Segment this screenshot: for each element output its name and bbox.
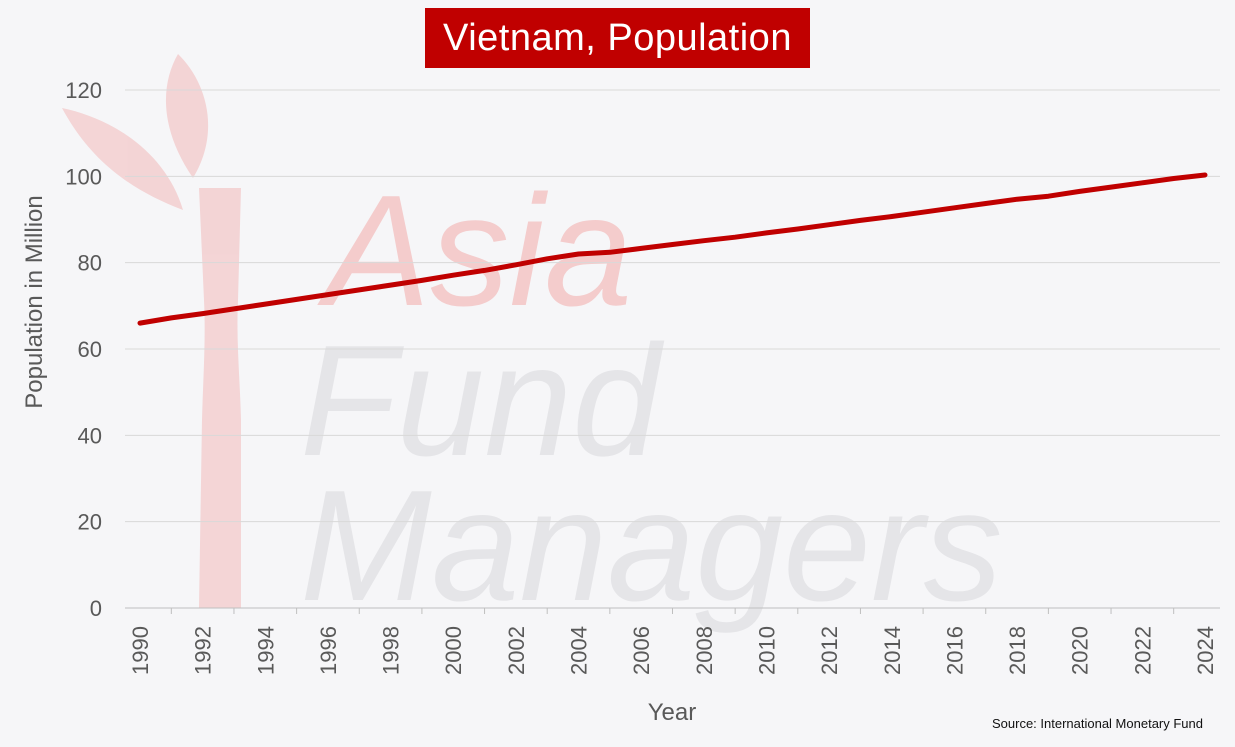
x-tick-label: 1990	[128, 626, 153, 675]
y-tick-label: 0	[90, 596, 102, 621]
x-tick-label: 2008	[692, 626, 717, 675]
x-axis-ticks: 1990 1992 1994 1996 1998 2000 2002 2004 2006 2008…	[128, 626, 1218, 675]
watermark-word-asia: Asia	[317, 163, 632, 339]
y-tick-label: 120	[65, 78, 102, 103]
x-axis	[125, 607, 1220, 614]
chart-title: Vietnam, Population	[425, 8, 810, 68]
watermark-word-fund: Fund	[300, 313, 665, 489]
y-axis-ticks: 0 20 40 60 80 100 120	[65, 78, 102, 621]
x-tick-label: 2002	[504, 626, 529, 675]
x-tick-label: 2020	[1068, 626, 1093, 675]
series-layer	[137, 172, 1208, 326]
x-axis-label: Year	[648, 699, 697, 726]
x-tick-label: 2024	[1193, 626, 1218, 675]
y-tick-label: 40	[78, 423, 102, 448]
x-tick-label: 2018	[1005, 626, 1030, 675]
series-line-0	[137, 172, 1208, 326]
x-tick-label: 2016	[942, 626, 967, 675]
x-tick-label: 2010	[754, 626, 779, 675]
y-tick-label: 80	[78, 251, 102, 276]
y-tick-label: 100	[65, 164, 102, 189]
x-tick-label: 2014	[880, 626, 905, 675]
x-tick-label: 2000	[441, 626, 466, 675]
x-tick-label: 2006	[629, 626, 654, 675]
y-axis-label: Population in Million	[21, 195, 48, 408]
x-tick-label: 1992	[191, 626, 216, 675]
y-tick-label: 60	[78, 337, 102, 362]
x-tick-label: 1996	[316, 626, 341, 675]
x-tick-label: 1994	[253, 626, 278, 675]
x-tick-label: 2022	[1130, 626, 1155, 675]
x-tick-label: 1998	[379, 626, 404, 675]
y-tick-label: 20	[78, 510, 102, 535]
watermark-word-managers: Managers	[300, 458, 1003, 634]
watermark-logo	[62, 54, 241, 608]
gridlines	[125, 89, 1220, 523]
watermark-text: Asia Fund Managers	[300, 163, 1003, 634]
source-note: Source: International Monetary Fund	[991, 716, 1203, 731]
x-tick-label: 2012	[817, 626, 842, 675]
x-tick-label: 2004	[567, 626, 592, 675]
